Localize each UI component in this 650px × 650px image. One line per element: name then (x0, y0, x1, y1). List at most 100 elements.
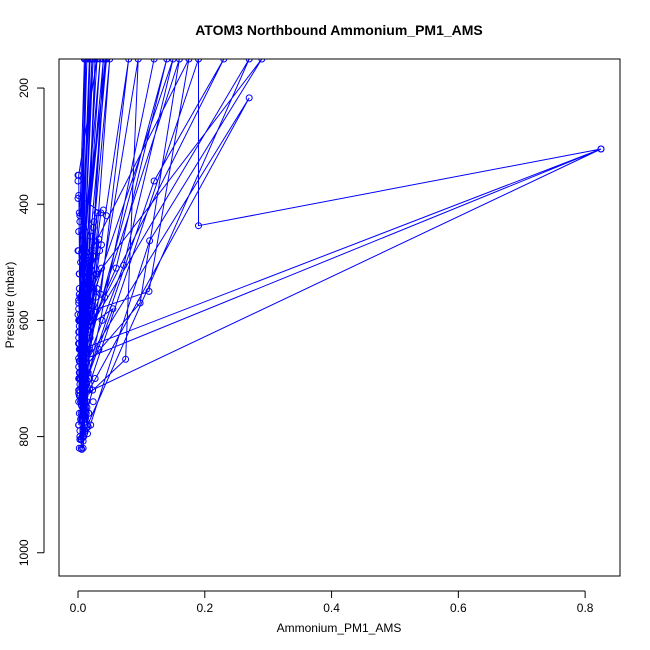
x-tick-label: 0.8 (577, 601, 594, 615)
data-point (95, 345, 103, 353)
data-point (96, 59, 104, 63)
data-point (91, 375, 99, 382)
data-point (185, 59, 193, 63)
data-point (84, 302, 92, 310)
x-axis-label: Ammonium_PM1_AMS (277, 621, 402, 635)
x-tick-label: 0.6 (450, 601, 467, 615)
data-point (75, 389, 83, 397)
data-point (89, 224, 97, 231)
data-point (93, 270, 101, 278)
data-point (99, 59, 107, 63)
data-point (86, 334, 94, 342)
data-point (258, 59, 266, 63)
data-point (77, 258, 85, 266)
data-point (93, 285, 101, 292)
x-tick-label: 0.0 (70, 601, 87, 615)
y-tick-label: 600 (17, 310, 31, 330)
data-point (93, 209, 101, 217)
data-point (86, 59, 94, 63)
data-point (79, 276, 86, 284)
data-point (75, 270, 83, 278)
data-point (74, 247, 82, 255)
plot-frame (58, 58, 621, 577)
data-point (175, 59, 183, 63)
x-tick-label: 0.4 (323, 601, 340, 615)
data-point (122, 355, 130, 363)
data-point (85, 345, 93, 353)
data-point (80, 430, 88, 438)
y-tick-label: 200 (17, 78, 31, 98)
data-point (83, 421, 91, 429)
data-point (195, 222, 202, 230)
data-point (89, 386, 97, 394)
plot-area (74, 59, 605, 453)
y-tick-label: 800 (17, 426, 31, 446)
data-point (146, 237, 154, 245)
data-point (92, 293, 100, 301)
data-point (81, 398, 89, 406)
data-point (78, 445, 86, 453)
data-point (82, 380, 90, 388)
data-point (79, 348, 86, 356)
data-point (78, 226, 86, 234)
data-point (85, 267, 93, 275)
data-point (87, 311, 95, 319)
data-point (82, 354, 90, 362)
data-point (85, 282, 93, 290)
data-point (89, 398, 97, 406)
data-point (88, 302, 96, 310)
data-point (87, 232, 95, 240)
data-point (93, 59, 101, 63)
data-point (84, 369, 92, 377)
y-tick-label: 1000 (17, 539, 31, 566)
data-point (85, 409, 93, 417)
data-point (75, 328, 83, 336)
data-point (79, 363, 87, 371)
data-point (98, 241, 105, 249)
data-point (87, 247, 95, 255)
data-point (75, 209, 83, 217)
data-point (103, 212, 110, 220)
y-axis-label: Pressure (mbar) (3, 262, 17, 349)
data-point (95, 235, 103, 243)
data-point (77, 293, 85, 301)
data-point (75, 228, 83, 235)
data-point (101, 59, 109, 63)
data-point (109, 305, 117, 313)
data-point (597, 145, 605, 153)
data-point (98, 264, 105, 272)
data-point (134, 59, 142, 63)
data-point (89, 59, 97, 63)
data-point (82, 414, 90, 422)
data-point (150, 59, 158, 63)
data-point (79, 444, 87, 452)
data-point (75, 375, 83, 382)
x-tick-label: 0.2 (196, 601, 213, 615)
data-point (80, 325, 88, 333)
data-point (195, 59, 202, 63)
data-point (78, 415, 86, 423)
data-point (245, 59, 253, 63)
data-point (83, 59, 91, 63)
data-point (99, 206, 107, 214)
data-point (91, 59, 99, 63)
data-point (163, 59, 171, 63)
data-point (106, 59, 114, 63)
data-point (145, 287, 153, 295)
data-point (120, 261, 128, 269)
data-point (245, 94, 253, 102)
data-point (75, 357, 83, 365)
data-point (101, 293, 109, 301)
data-point (76, 218, 84, 226)
data-point (79, 437, 87, 445)
data-point (98, 316, 106, 324)
data-point (150, 177, 158, 185)
chart-title: ATOM3 Northbound Ammonium_PM1_AMS (195, 22, 483, 38)
data-point (125, 59, 133, 63)
data-point (74, 194, 82, 202)
data-point (92, 253, 100, 260)
data-point (87, 421, 95, 429)
data-layer (74, 59, 605, 453)
